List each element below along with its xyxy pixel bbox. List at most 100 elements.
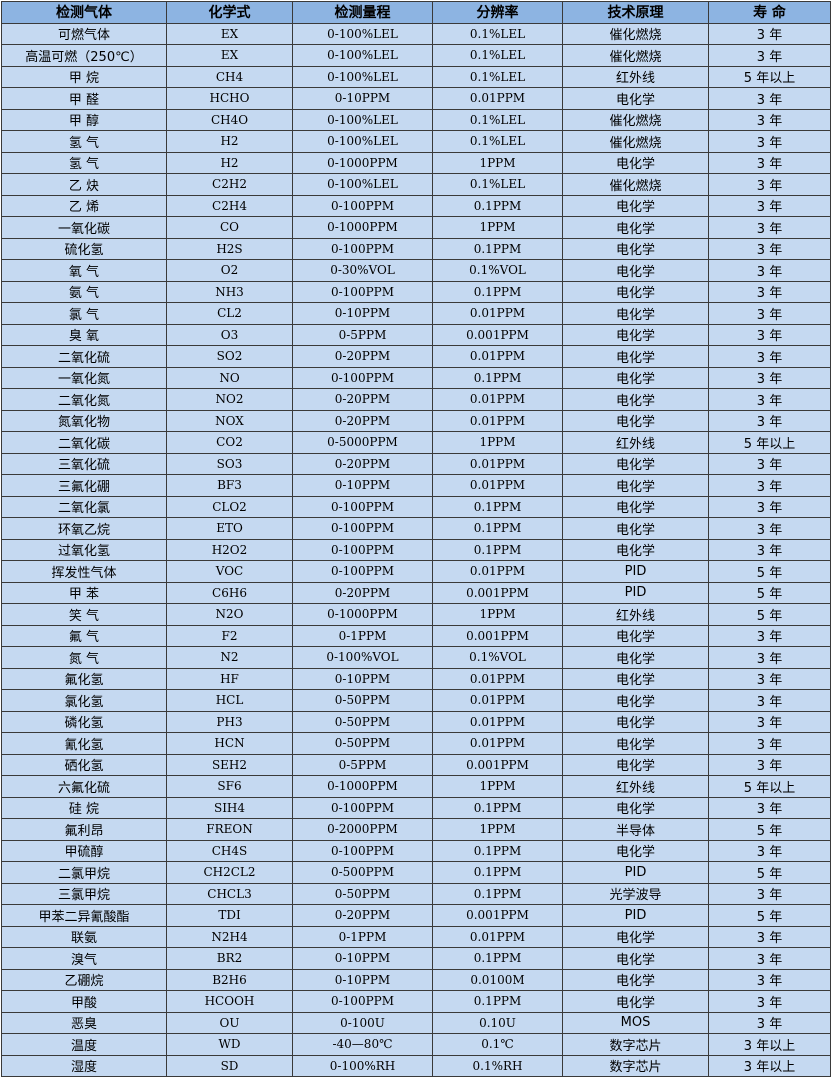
cell-gas-name: 挥发性气体	[1, 560, 167, 583]
cell-formula: HCHO	[166, 87, 293, 110]
cell-lifespan: 5 年	[708, 560, 831, 583]
cell-formula: HCN	[166, 732, 293, 755]
cell-resolution: 0.01PPM	[432, 345, 563, 368]
cell-principle: 电化学	[562, 667, 709, 690]
table-row: 环氧乙烷 ETO 0-100PPM 0.1PPM 电化学 3 年	[1, 517, 831, 540]
cell-gas-name: 三氯甲烷	[1, 882, 167, 905]
cell-principle: 电化学	[562, 366, 709, 389]
cell-formula: CHCL3	[166, 882, 293, 905]
cell-formula: O3	[166, 323, 293, 346]
cell-range: 0-100PPM	[292, 366, 433, 389]
cell-lifespan: 3 年	[708, 710, 831, 733]
cell-gas-name: 联氨	[1, 925, 167, 948]
cell-gas-name: 氮氧化物	[1, 409, 167, 432]
cell-resolution: 0.1PPM	[432, 280, 563, 303]
cell-resolution: 0.01PPM	[432, 452, 563, 475]
cell-formula: HCL	[166, 689, 293, 712]
cell-principle: 电化学	[562, 280, 709, 303]
cell-resolution: 1PPM	[432, 603, 563, 626]
cell-resolution: 0.1PPM	[432, 796, 563, 819]
cell-principle: 电化学	[562, 388, 709, 411]
column-header-gas-name: 检测气体	[1, 1, 167, 24]
cell-range: 0-100PPM	[292, 990, 433, 1013]
cell-lifespan: 3 年	[708, 237, 831, 260]
cell-resolution: 0.001PPM	[432, 323, 563, 346]
cell-principle: 电化学	[562, 452, 709, 475]
cell-lifespan: 3 年	[708, 732, 831, 755]
cell-range: 0-100%LEL	[292, 130, 433, 153]
column-header-formula: 化学式	[166, 1, 293, 24]
cell-principle: MOS	[562, 1011, 709, 1034]
cell-range: 0-100PPM	[292, 560, 433, 583]
cell-lifespan: 3 年	[708, 216, 831, 239]
cell-resolution: 0.1%LEL	[432, 108, 563, 131]
cell-resolution: 0.1%LEL	[432, 130, 563, 153]
cell-resolution: 0.1%LEL	[432, 173, 563, 196]
cell-formula: HCOOH	[166, 990, 293, 1013]
cell-formula: SF6	[166, 775, 293, 798]
cell-formula: VOC	[166, 560, 293, 583]
cell-range: 0-30%VOL	[292, 259, 433, 282]
table-row: 氧 气 O2 0-30%VOL 0.1%VOL 电化学 3 年	[1, 259, 831, 282]
column-header-lifespan: 寿 命	[708, 1, 831, 24]
cell-lifespan: 3 年	[708, 259, 831, 282]
cell-range: 0-50PPM	[292, 732, 433, 755]
cell-range: 0-20PPM	[292, 345, 433, 368]
table-row: 甲硫醇 CH4S 0-100PPM 0.1PPM 电化学 3 年	[1, 839, 831, 862]
cell-formula: H2	[166, 151, 293, 174]
cell-formula: NH3	[166, 280, 293, 303]
cell-range: 0-1000PPM	[292, 216, 433, 239]
cell-resolution: 0.1PPM	[432, 237, 563, 260]
table-row: 甲 醛 HCHO 0-10PPM 0.01PPM 电化学 3 年	[1, 87, 831, 110]
cell-lifespan: 3 年	[708, 452, 831, 475]
cell-lifespan: 3 年	[708, 538, 831, 561]
cell-principle: 催化燃烧	[562, 22, 709, 45]
table-row: 二氧化氮 NO2 0-20PPM 0.01PPM 电化学 3 年	[1, 388, 831, 411]
cell-principle: 电化学	[562, 151, 709, 174]
cell-resolution: 0.1%VOL	[432, 259, 563, 282]
cell-resolution: 0.001PPM	[432, 904, 563, 927]
cell-formula: ETO	[166, 517, 293, 540]
cell-gas-name: 甲 醛	[1, 87, 167, 110]
cell-resolution: 0.1PPM	[432, 517, 563, 540]
cell-range: 0-1000PPM	[292, 775, 433, 798]
cell-principle: 电化学	[562, 259, 709, 282]
cell-resolution: 0.1%LEL	[432, 65, 563, 88]
cell-resolution: 0.01PPM	[432, 667, 563, 690]
cell-principle: 电化学	[562, 194, 709, 217]
cell-principle: 光学波导	[562, 882, 709, 905]
cell-formula: N2O	[166, 603, 293, 626]
cell-formula: CH2CL2	[166, 861, 293, 884]
table-row: 三氧化硫 SO3 0-20PPM 0.01PPM 电化学 3 年	[1, 452, 831, 475]
cell-principle: 催化燃烧	[562, 44, 709, 67]
cell-formula: C2H4	[166, 194, 293, 217]
cell-gas-name: 三氧化硫	[1, 452, 167, 475]
cell-gas-name: 氢 气	[1, 130, 167, 153]
cell-resolution: 0.01PPM	[432, 474, 563, 497]
cell-gas-name: 氮 气	[1, 646, 167, 669]
table-row: 高温可燃（250℃） EX 0-100%LEL 0.1%LEL 催化燃烧 3 年	[1, 44, 831, 67]
table-row: 氟利昂 FREON 0-2000PPM 1PPM 半导体 5 年	[1, 818, 831, 841]
cell-formula: NOX	[166, 409, 293, 432]
cell-formula: SIH4	[166, 796, 293, 819]
table-row: 甲 醇 CH4O 0-100%LEL 0.1%LEL 催化燃烧 3 年	[1, 108, 831, 131]
cell-lifespan: 3 年	[708, 388, 831, 411]
cell-principle: 电化学	[562, 689, 709, 712]
cell-range: 0-100%VOL	[292, 646, 433, 669]
cell-gas-name: 溴气	[1, 947, 167, 970]
table-row: 过氧化氢 H2O2 0-100PPM 0.1PPM 电化学 3 年	[1, 538, 831, 561]
cell-lifespan: 3 年	[708, 947, 831, 970]
cell-gas-name: 氟化氢	[1, 667, 167, 690]
table-row: 恶臭 OU 0-100U 0.10U MOS 3 年	[1, 1011, 831, 1034]
cell-formula: CLO2	[166, 495, 293, 518]
cell-principle: 半导体	[562, 818, 709, 841]
cell-range: 0-5PPM	[292, 753, 433, 776]
cell-lifespan: 3 年	[708, 151, 831, 174]
cell-resolution: 0.0100M	[432, 968, 563, 991]
table-row: 温度 WD -40—80℃ 0.1℃ 数字芯片 3 年以上	[1, 1033, 831, 1056]
cell-resolution: 0.01PPM	[432, 87, 563, 110]
cell-range: 0-20PPM	[292, 388, 433, 411]
cell-lifespan: 3 年	[708, 173, 831, 196]
cell-range: 0-10PPM	[292, 667, 433, 690]
